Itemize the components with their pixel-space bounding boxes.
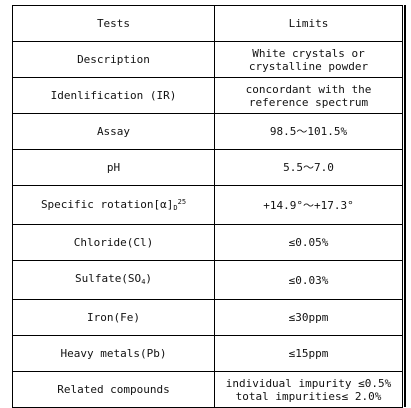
test-name: Idenlification (IR): [12, 77, 215, 114]
test-name: Assay: [12, 113, 215, 150]
header-row: Tests Limits: [12, 5, 403, 42]
table-row: Heavy metals(Pb) ≤15ppm: [12, 335, 403, 372]
limit-value: ≤0.03%: [214, 260, 403, 300]
test-name-subscript: D: [173, 203, 178, 212]
test-name: Description: [12, 41, 215, 78]
limit-value: ≤0.05%: [214, 224, 403, 261]
test-name-superscript: 25: [177, 197, 187, 206]
table-row: Assay 98.5～101.5%: [12, 113, 403, 150]
adjacent-column-border: [404, 5, 406, 407]
limit-value: White crystals or crystalline powder: [214, 41, 403, 78]
limit-line: crystalline powder: [248, 59, 369, 73]
test-name-subscript: 4: [141, 277, 146, 286]
table-row: Sulfate(SO4) ≤0.03%: [12, 260, 403, 300]
limit-value: ≤30ppm: [214, 299, 403, 336]
test-name: Chloride(Cl): [12, 224, 215, 261]
limit-value: concordant with the reference spectrum: [214, 77, 403, 114]
test-name: pH: [12, 149, 215, 186]
limit-line: total impurities≤ 2.0%: [235, 389, 382, 403]
table-row: Related compounds individual impurity ≤0…: [12, 371, 403, 408]
limit-value: 5.5～7.0: [214, 149, 403, 186]
table-row: Idenlification (IR) concordant with the …: [12, 77, 403, 114]
table-row: pH 5.5～7.0: [12, 149, 403, 186]
limit-value: 98.5～101.5%: [214, 113, 403, 150]
table-row: Chloride(Cl) ≤0.05%: [12, 224, 403, 261]
table-row: Description White crystals or crystallin…: [12, 41, 403, 78]
limit-line: concordant with the: [245, 82, 372, 96]
specification-table: Tests Limits Description White crystals …: [12, 5, 403, 408]
limit-line: individual impurity ≤0.5%: [225, 376, 392, 390]
test-name: Related compounds: [12, 371, 215, 408]
limit-value: ≤15ppm: [214, 335, 403, 372]
test-name: Sulfate(SO4): [12, 260, 215, 300]
limit-line: White crystals or: [252, 46, 365, 60]
limits-header: Limits: [214, 5, 403, 42]
table-row: Iron(Fe) ≤30ppm: [12, 299, 403, 336]
limit-value: +14.9°～+17.3°: [214, 185, 403, 225]
test-name-main: Specific rotation[α]: [40, 197, 174, 211]
limit-value: individual impurity ≤0.5% total impuriti…: [214, 371, 403, 408]
test-name-end: ): [145, 271, 153, 285]
limit-line: reference spectrum: [248, 95, 369, 109]
test-name: Heavy metals(Pb): [12, 335, 215, 372]
tests-header: Tests: [12, 5, 215, 42]
test-name-main: Sulfate(SO: [74, 271, 142, 285]
table-row: Specific rotation[α]D25 +14.9°～+17.3°: [12, 185, 403, 225]
test-name: Iron(Fe): [12, 299, 215, 336]
test-name: Specific rotation[α]D25: [12, 185, 215, 225]
